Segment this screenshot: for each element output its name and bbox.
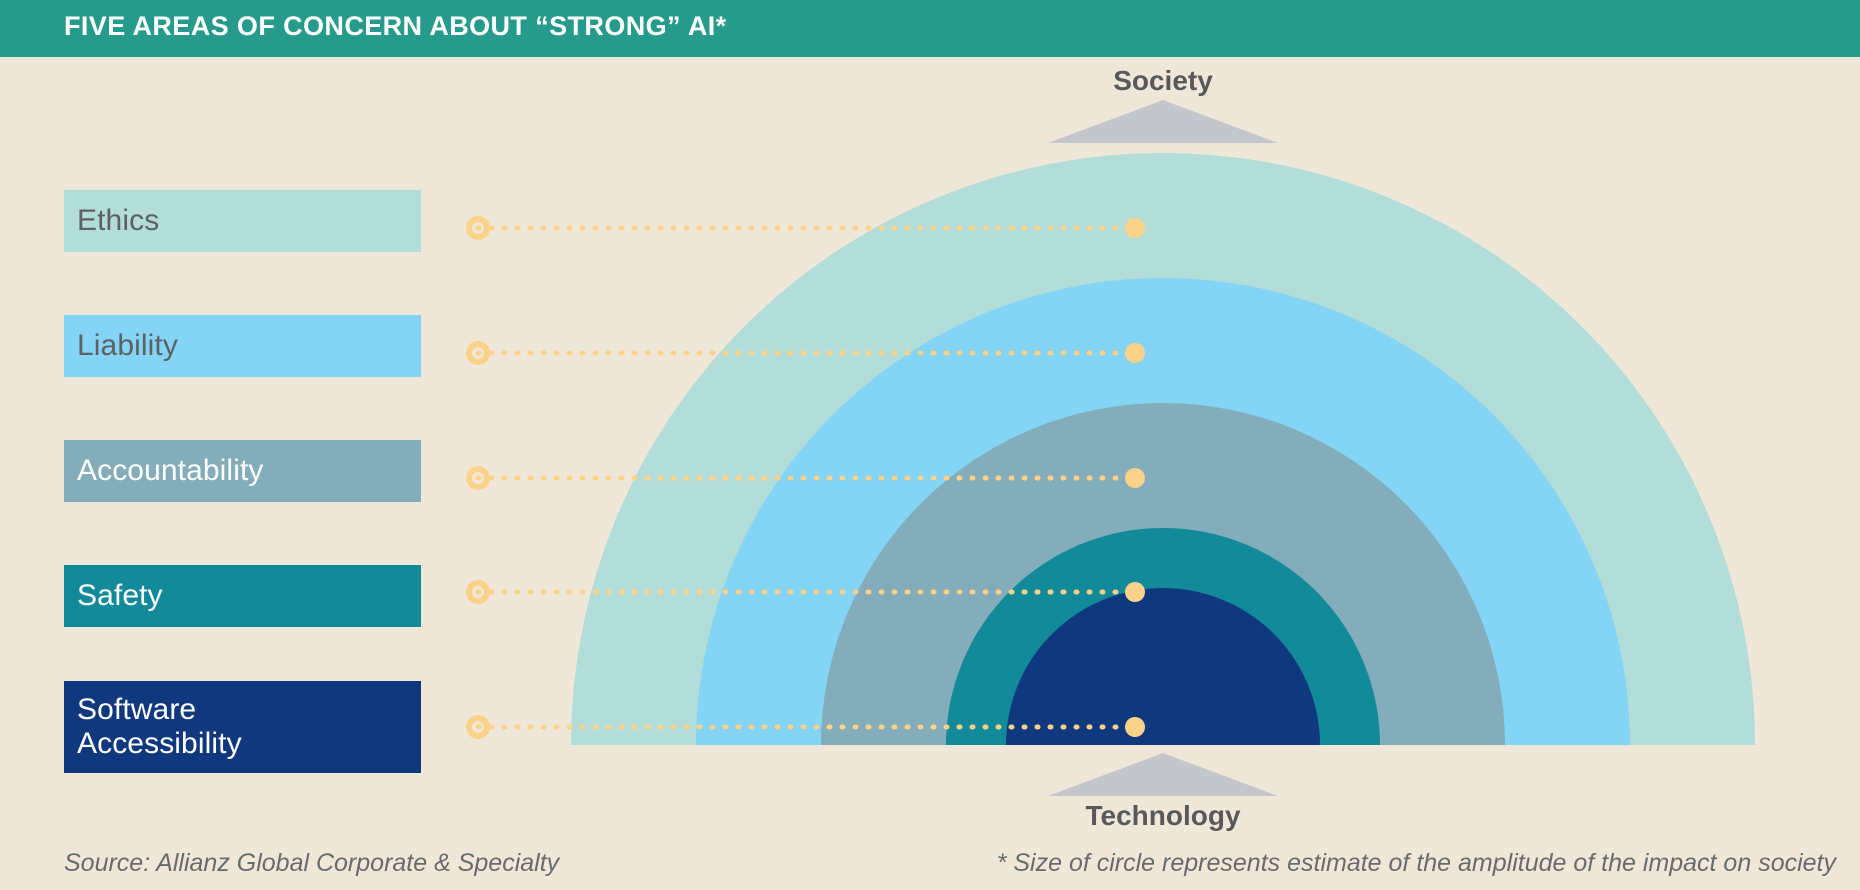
connector-start-ring-icon [466,341,490,365]
category-label: Ethics [77,204,160,238]
technology-arrow-icon [1048,753,1278,796]
connector-accountability [466,466,1145,490]
source-note: Source: Allianz Global Corporate & Speci… [64,849,560,877]
society-arrow-icon [1048,100,1278,143]
connector-start-ring-icon [466,580,490,604]
category-item-software-accessibility[interactable]: Software Accessibility [64,681,421,773]
header-bar [0,0,1860,57]
connector-start-ring-icon [466,216,490,240]
category-label: Accountability [77,454,264,488]
connector-software-accessibility [466,715,1145,739]
category-label: Safety [77,579,163,613]
category-label: Software Accessibility [77,693,242,760]
band-software-accessibility [1006,588,1320,745]
category-item-liability[interactable]: Liability [64,315,421,377]
connector-start-ring-icon [466,715,490,739]
technology-pole-label: Technology [1085,800,1241,831]
category-item-accountability[interactable]: Accountability [64,440,421,502]
connector-start-ring-icon [466,466,490,490]
connector-end-dot-icon [1125,717,1145,737]
connector-liability [466,341,1145,365]
connector-end-dot-icon [1125,343,1145,363]
connector-lines [466,216,1145,739]
pole-arrows [1048,100,1278,796]
category-item-safety[interactable]: Safety [64,565,421,627]
category-item-ethics[interactable]: Ethics [64,190,421,252]
connector-end-dot-icon [1125,218,1145,238]
semicircle-bands [571,153,1755,745]
category-label: Liability [77,329,178,363]
connector-safety [466,580,1145,604]
society-pole-label: Society [1113,65,1213,96]
connector-end-dot-icon [1125,468,1145,488]
footnote: * Size of circle represents estimate of … [996,849,1836,877]
page-title: FIVE AREAS OF CONCERN ABOUT “STRONG” AI* [64,11,727,41]
connector-ethics [466,216,1145,240]
connector-end-dot-icon [1125,582,1145,602]
category-legend-list: Ethics Liability Accountability Safety S… [64,0,424,890]
